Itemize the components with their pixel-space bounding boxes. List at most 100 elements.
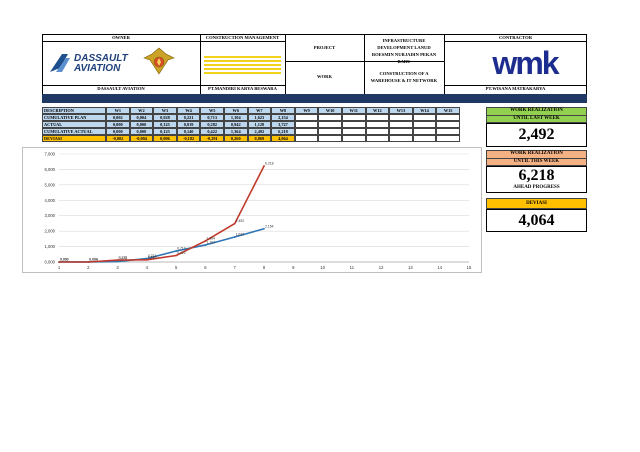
emblem-icon	[142, 44, 176, 78]
y-tick-label: 6,000	[45, 167, 56, 172]
contractor-name: PT.WISANA MATRAKARYA	[485, 86, 546, 91]
y-tick-label: 1,000	[45, 244, 56, 249]
row-label: CUMULATIVE ACTUAL	[42, 128, 106, 135]
table-cell	[294, 135, 319, 142]
data-point	[58, 261, 60, 263]
card-subtitle: UNTIL THIS WEEK	[486, 158, 587, 166]
x-tick-label: 4	[146, 265, 149, 270]
dassault-logo: DASSAULT AVIATION	[48, 48, 136, 76]
table-row: CUMULATIVE ACTUAL 0,000 0,000 0,125 0,140 0,4…	[42, 128, 460, 135]
x-tick-label: 12	[379, 265, 384, 270]
week-header: W11	[341, 107, 366, 114]
table-cell: 0,221	[176, 114, 201, 121]
ahead-progress-label: AHEAD PROGRESS	[486, 185, 587, 193]
wmk-logo: wmk	[484, 45, 566, 81]
table-cell: 1,623	[247, 114, 272, 121]
data-point	[233, 222, 236, 225]
table-row: ACTUAL 0,000 0,000 0,125 0,019 0,282 0,942 1,12…	[42, 121, 460, 128]
table-cell: 0,002	[106, 114, 130, 121]
table-cell: 0,019	[176, 121, 201, 128]
divider	[285, 34, 286, 94]
divider	[364, 34, 365, 94]
table-cell: 0,000	[129, 128, 154, 135]
x-tick-label: 2	[87, 265, 90, 270]
data-label: 1,104	[206, 240, 215, 244]
cm-name: PT.MANDIRI KARYA BESWARA	[208, 86, 277, 91]
table-cell: -0,291	[200, 135, 224, 142]
table-cell	[389, 128, 413, 135]
data-label: 0,000	[60, 258, 69, 262]
this-week-card: WORK REALIZATION UNTIL THIS WEEK 6,218 A…	[486, 150, 587, 193]
table-cell	[436, 135, 460, 142]
desc-label: DESCRIPTION	[42, 107, 106, 114]
owner-label: OWNER	[112, 35, 130, 40]
owner-name: DASSAULT AVIATION	[97, 86, 145, 91]
x-tick-label: 14	[437, 265, 442, 270]
week-header: W5	[200, 107, 224, 114]
table-cell	[318, 135, 342, 142]
mandiri-logo	[204, 54, 281, 74]
table-cell: 0,000	[106, 128, 130, 135]
table-cell: 0,713	[200, 114, 224, 121]
data-label: 0,004	[89, 257, 98, 261]
project-value: INFRASTRUCTURE DEVELOPMENT LANUD ROESMIN…	[371, 38, 437, 64]
table-cell: 4,064	[271, 135, 295, 142]
x-tick-label: 7	[234, 265, 237, 270]
x-tick-label: 6	[204, 265, 207, 270]
x-tick-label: 5	[175, 265, 178, 270]
table-cell: 0,125	[153, 128, 177, 135]
data-point	[116, 260, 119, 263]
table-cell: 0,869	[247, 135, 272, 142]
week-header: W2	[129, 107, 154, 114]
data-label: 0,125	[119, 256, 128, 260]
y-tick-label: 3,000	[45, 213, 56, 218]
table-cell: 0,140	[176, 128, 201, 135]
table-cell: 1,128	[247, 121, 272, 128]
data-label: 2,492	[236, 219, 245, 223]
week-header: W12	[365, 107, 390, 114]
card-title: WORK REALIZATION	[486, 150, 587, 159]
work-value: CONSTRUCTION OF A WAREHOUSE & IT NETWORK	[370, 71, 438, 83]
y-tick-label: 2,000	[45, 229, 56, 234]
week-header: W1	[106, 107, 130, 114]
x-tick-label: 11	[350, 265, 355, 270]
x-tick-label: 1	[58, 265, 61, 270]
x-tick-label: 8	[263, 265, 266, 270]
svg-text:DASSAULT: DASSAULT	[74, 53, 129, 64]
data-point	[263, 165, 265, 167]
x-tick-label: 13	[408, 265, 413, 270]
table-cell: 0,125	[153, 121, 177, 128]
work-label: WORK	[316, 74, 333, 79]
x-tick-label: 15	[467, 265, 472, 270]
table-cell: 1,364	[223, 128, 248, 135]
table-cell: 2,154	[271, 114, 295, 121]
table-row: CUMULATIVE PLAN 0,002 0,004 0,028 0,221 0,713…	[42, 114, 460, 121]
data-point	[204, 244, 207, 246]
week-header: W3	[153, 107, 177, 114]
svg-text:wmk: wmk	[491, 46, 559, 80]
table-cell	[412, 114, 437, 121]
table-cell: -0,002	[106, 135, 130, 142]
table-cell: -0,004	[129, 135, 154, 142]
week-header: W8	[271, 107, 295, 114]
deviasi-value: 4,064	[486, 209, 587, 232]
divider	[200, 34, 201, 94]
data-label: 0,221	[148, 254, 157, 258]
table-cell	[436, 121, 460, 128]
svg-text:AVIATION: AVIATION	[73, 63, 121, 74]
data-point	[145, 258, 148, 261]
data-point	[175, 250, 178, 252]
table-cell: 3,727	[271, 121, 295, 128]
table-cell	[294, 128, 319, 135]
table-cell	[389, 121, 413, 128]
table-cell	[436, 114, 460, 121]
table-cell	[412, 135, 437, 142]
table-cell: 0,000	[129, 121, 154, 128]
data-label: 2,154	[265, 224, 274, 228]
table-cell	[365, 135, 390, 142]
chart-frame: 0,000 1,000 2,000 3,000 4,000 5,000 6,000 7,000…	[22, 147, 482, 273]
cm-label: CONSTRUCTION MANAGEMENT	[205, 35, 280, 40]
x-tick-label: 3	[116, 265, 119, 270]
x-tick-label: 10	[320, 265, 325, 270]
divider	[42, 85, 285, 86]
